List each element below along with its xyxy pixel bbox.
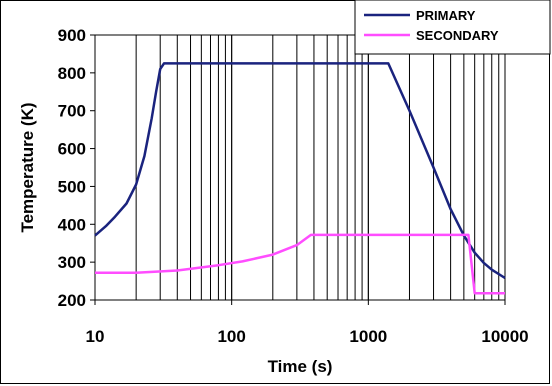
x-tick-label: 100 (217, 327, 245, 346)
x-axis-ticks: 10 100 1000 10000 (86, 300, 529, 346)
y-tick-label: 700 (58, 102, 86, 121)
legend: PRIMARY SECONDARY (354, 0, 551, 55)
x-tick-label: 10 (86, 327, 105, 346)
y-tick-label: 800 (58, 64, 86, 83)
legend-label-primary: PRIMARY (416, 8, 476, 23)
legend-label-secondary: SECONDARY (416, 28, 499, 43)
legend-box (354, 0, 551, 55)
grid (94, 35, 506, 300)
y-tick-label: 900 (58, 26, 86, 45)
y-tick-label: 400 (58, 215, 86, 234)
x-tick-label: 1000 (349, 327, 387, 346)
x-tick-label: 10000 (481, 327, 528, 346)
series-line-primary (94, 62, 506, 280)
y-axis-title: Temperature (K) (18, 102, 37, 232)
y-axis-ticks: 200 300 400 500 600 700 800 900 (58, 26, 95, 310)
x-axis-title: Time (s) (268, 357, 333, 376)
plot-area (95, 35, 505, 300)
series-group (94, 62, 506, 295)
y-tick-label: 200 (58, 291, 86, 310)
y-tick-label: 600 (58, 140, 86, 159)
plot-border (94, 34, 506, 301)
y-tick-label: 300 (58, 253, 86, 272)
series-line-secondary (95, 233, 505, 295)
y-tick-label: 500 (58, 177, 86, 196)
